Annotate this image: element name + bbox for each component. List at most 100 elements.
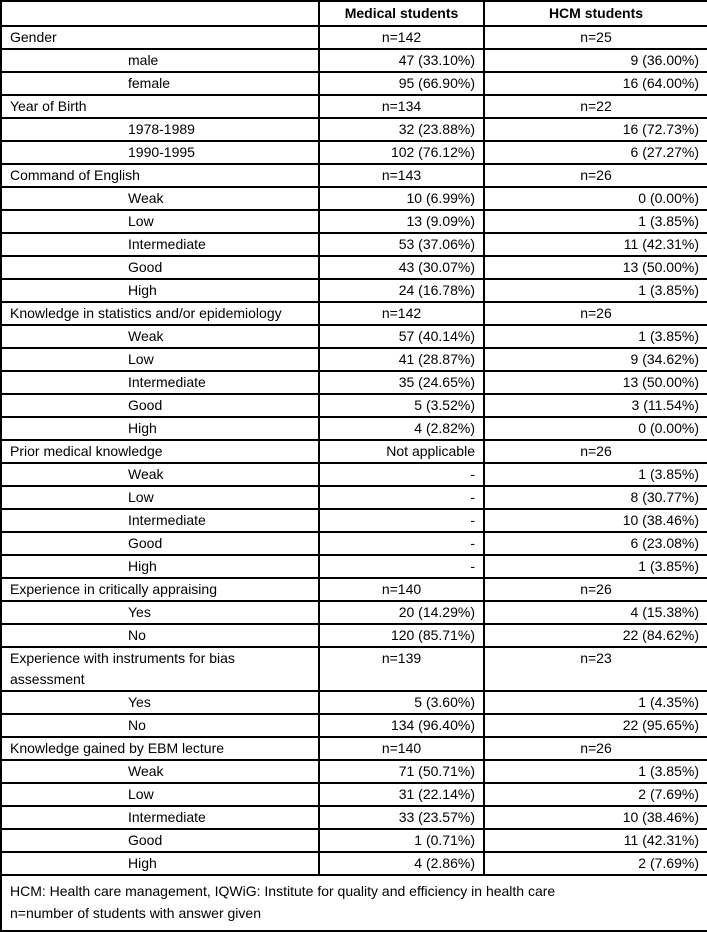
header-row: Medical students HCM students bbox=[0, 0, 707, 27]
hcm-students-value: 1 (3.85%) bbox=[483, 462, 707, 487]
row-label: 1978-1989 bbox=[0, 117, 320, 142]
hcm-students-value: 13 (50.00%) bbox=[483, 370, 707, 395]
row-label: Good bbox=[0, 828, 320, 853]
hcm-students-value: 1 (3.85%) bbox=[483, 759, 707, 784]
row-label: Weak bbox=[0, 759, 320, 784]
value-row: Good 1 (0.71%) 11 (42.31%) bbox=[0, 828, 707, 853]
medical-students-value: 20 (14.29%) bbox=[318, 600, 485, 625]
medical-students-value: 43 (30.07%) bbox=[318, 255, 485, 280]
medical-students-value: 33 (23.57%) bbox=[318, 805, 485, 830]
medical-students-value: 4 (2.82%) bbox=[318, 416, 485, 441]
row-label: Good bbox=[0, 531, 320, 556]
hcm-students-value: 9 (34.62%) bbox=[483, 347, 707, 372]
row-label: No bbox=[0, 623, 320, 648]
header-medical-students: Medical students bbox=[318, 0, 485, 27]
category-label: Command of English bbox=[0, 163, 320, 188]
hcm-students-value: 3 (11.54%) bbox=[483, 393, 707, 418]
medical-students-value: 13 (9.09%) bbox=[318, 209, 485, 234]
value-row: Good 5 (3.52%) 3 (11.54%) bbox=[0, 393, 707, 418]
row-label: Low bbox=[0, 485, 320, 510]
hcm-students-value: 6 (23.08%) bbox=[483, 531, 707, 556]
value-row: No 134 (96.40%) 22 (95.65%) bbox=[0, 713, 707, 738]
medical-students-value: 4 (2.86%) bbox=[318, 851, 485, 876]
value-row: High 4 (2.82%) 0 (0.00%) bbox=[0, 416, 707, 441]
row-label: Yes bbox=[0, 690, 320, 715]
category-row: Experience in critically appraising n=140… bbox=[0, 577, 707, 602]
category-label: Knowledge gained by EBM lecture bbox=[0, 736, 320, 761]
medical-students-value: 71 (50.71%) bbox=[318, 759, 485, 784]
medical-students-value: n=143 bbox=[318, 163, 485, 188]
hcm-students-value: 1 (4.35%) bbox=[483, 690, 707, 715]
value-row: Intermediate 33 (23.57%) 10 (38.46%) bbox=[0, 805, 707, 830]
medical-students-value: 47 (33.10%) bbox=[318, 48, 485, 73]
row-label: Low bbox=[0, 347, 320, 372]
value-row: Intermediate 35 (24.65%) 13 (50.00%) bbox=[0, 370, 707, 395]
footnote-row: HCM: Health care management, IQWiG: Inst… bbox=[0, 874, 707, 932]
header-hcm-students: HCM students bbox=[483, 0, 707, 27]
hcm-students-value: n=22 bbox=[483, 94, 707, 119]
hcm-students-value: 1 (3.85%) bbox=[483, 324, 707, 349]
medical-students-value: 24 (16.78%) bbox=[318, 278, 485, 303]
hcm-students-value: 11 (42.31%) bbox=[483, 232, 707, 257]
hcm-students-value: 22 (95.65%) bbox=[483, 713, 707, 738]
footnote-abbreviations: HCM: Health care management, IQWiG: Inst… bbox=[10, 883, 556, 899]
row-label: female bbox=[0, 71, 320, 96]
row-label: Yes bbox=[0, 600, 320, 625]
value-row: Low 31 (22.14%) 2 (7.69%) bbox=[0, 782, 707, 807]
value-row: High 24 (16.78%) 1 (3.85%) bbox=[0, 278, 707, 303]
row-label: Intermediate bbox=[0, 805, 320, 830]
value-row: Yes 20 (14.29%) 4 (15.38%) bbox=[0, 600, 707, 625]
hcm-students-value: 2 (7.69%) bbox=[483, 851, 707, 876]
row-label: No bbox=[0, 713, 320, 738]
hcm-students-value: 10 (38.46%) bbox=[483, 805, 707, 830]
hcm-students-value: n=26 bbox=[483, 439, 707, 464]
row-label: Low bbox=[0, 782, 320, 807]
value-row: female 95 (66.90%) 16 (64.00%) bbox=[0, 71, 707, 96]
value-row: Weak 57 (40.14%) 1 (3.85%) bbox=[0, 324, 707, 349]
medical-students-value: 120 (85.71%) bbox=[318, 623, 485, 648]
hcm-students-value: 1 (3.85%) bbox=[483, 209, 707, 234]
medical-students-value: - bbox=[318, 485, 485, 510]
category-row: Year of Birth n=134 n=22 bbox=[0, 94, 707, 119]
category-row: Gender n=142 n=25 bbox=[0, 25, 707, 50]
row-label: Intermediate bbox=[0, 232, 320, 257]
value-row: High 4 (2.86%) 2 (7.69%) bbox=[0, 851, 707, 876]
medical-students-value: n=142 bbox=[318, 25, 485, 50]
medical-students-value: 53 (37.06%) bbox=[318, 232, 485, 257]
row-label: Intermediate bbox=[0, 508, 320, 533]
value-row: Weak -1 (3.85%) bbox=[0, 462, 707, 487]
medical-students-value: n=140 bbox=[318, 577, 485, 602]
medical-students-value: n=139 bbox=[318, 646, 485, 692]
hcm-students-value: 10 (38.46%) bbox=[483, 508, 707, 533]
medical-students-value: 57 (40.14%) bbox=[318, 324, 485, 349]
medical-students-value: - bbox=[318, 554, 485, 579]
row-label: Intermediate bbox=[0, 370, 320, 395]
hcm-students-value: 0 (0.00%) bbox=[483, 186, 707, 211]
hcm-students-value: n=26 bbox=[483, 736, 707, 761]
value-row: 1990-1995 102 (76.12%) 6 (27.27%) bbox=[0, 140, 707, 165]
row-label: High bbox=[0, 851, 320, 876]
value-row: Low -8 (30.77%) bbox=[0, 485, 707, 510]
hcm-students-value: 0 (0.00%) bbox=[483, 416, 707, 441]
hcm-students-value: n=23 bbox=[483, 646, 707, 692]
value-row: Intermediate 53 (37.06%) 11 (42.31%) bbox=[0, 232, 707, 257]
value-row: High -1 (3.85%) bbox=[0, 554, 707, 579]
table-footnotes: HCM: Health care management, IQWiG: Inst… bbox=[0, 874, 707, 932]
row-label: Low bbox=[0, 209, 320, 234]
hcm-students-value: 13 (50.00%) bbox=[483, 255, 707, 280]
row-label: High bbox=[0, 278, 320, 303]
hcm-students-value: 2 (7.69%) bbox=[483, 782, 707, 807]
medical-students-value: 10 (6.99%) bbox=[318, 186, 485, 211]
hcm-students-value: 22 (84.62%) bbox=[483, 623, 707, 648]
medical-students-value: 1 (0.71%) bbox=[318, 828, 485, 853]
medical-students-value: - bbox=[318, 462, 485, 487]
category-label: Year of Birth bbox=[0, 94, 320, 119]
hcm-students-value: 8 (30.77%) bbox=[483, 485, 707, 510]
hcm-students-value: 6 (27.27%) bbox=[483, 140, 707, 165]
category-row: Knowledge gained by EBM lecture n=140 n=26 bbox=[0, 736, 707, 761]
medical-students-value: - bbox=[318, 531, 485, 556]
medical-students-value: 134 (96.40%) bbox=[318, 713, 485, 738]
hcm-students-value: n=25 bbox=[483, 25, 707, 50]
row-label: male bbox=[0, 48, 320, 73]
